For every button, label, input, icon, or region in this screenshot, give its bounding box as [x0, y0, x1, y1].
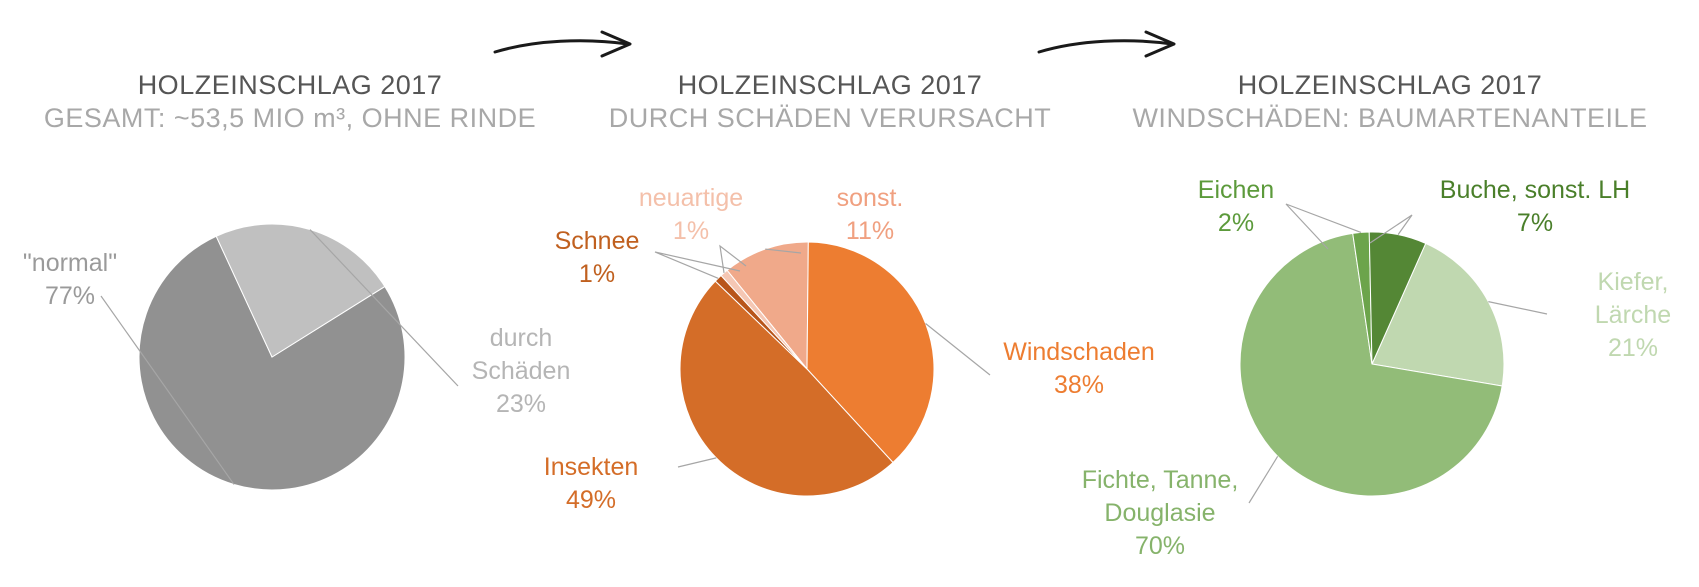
- slice-label: neuartige 1%: [639, 182, 743, 248]
- leader-line: [677, 457, 717, 468]
- leader-line: [309, 229, 459, 387]
- slice-label: sonst. 11%: [837, 182, 904, 248]
- slice-value: 2%: [1217, 209, 1255, 237]
- pie-slice: [1371, 242, 1505, 387]
- slice-value: 38%: [1053, 371, 1105, 399]
- slice-name: Kiefer,: [1597, 268, 1669, 296]
- arrow-right-icon: [1037, 30, 1176, 58]
- slice-value: 23%: [495, 390, 547, 418]
- slice-value: 49%: [565, 486, 617, 514]
- leader-line: [765, 248, 802, 254]
- slice-label: Kiefer, Lärche 21%: [1595, 266, 1671, 365]
- slice-value: 1%: [672, 217, 710, 245]
- slice-name: Buche, sonst. LH: [1439, 176, 1631, 204]
- leader-line: [100, 295, 235, 485]
- leader-line: [925, 323, 991, 376]
- pie-slice: [1239, 232, 1503, 497]
- leader-line: [1285, 203, 1362, 250]
- slice-value: 77%: [44, 282, 96, 310]
- slice-name: "normal": [22, 249, 118, 277]
- leader-line: [719, 244, 747, 273]
- leader-line: [654, 251, 741, 279]
- leader-line: [1369, 214, 1413, 244]
- slice-value: 11%: [845, 217, 895, 245]
- slice-name: Schäden: [471, 357, 571, 385]
- leader-line: [1248, 456, 1279, 504]
- leader-line: [1488, 301, 1548, 315]
- slice-name: Eichen: [1197, 176, 1275, 204]
- slice-label: Windschaden 38%: [1003, 336, 1154, 402]
- slice-label: "normal" 77%: [23, 247, 117, 313]
- slice-name: durch: [489, 324, 553, 352]
- slice-name: Windschaden: [1003, 338, 1155, 366]
- chart-title: HOLZEINSCHLAG 2017: [1237, 70, 1543, 100]
- chart-title: HOLZEINSCHLAG 2017: [137, 70, 443, 100]
- slice-name: neuartige: [638, 184, 744, 212]
- chart-subtitle: GESAMT: ~53,5 MIO m³, OHNE RINDE: [43, 103, 537, 133]
- slice-value: 1%: [578, 260, 616, 288]
- pie-slice: [806, 241, 935, 464]
- slice-value: 70%: [1134, 532, 1186, 560]
- pie-slice: [679, 280, 894, 497]
- slice-name: Douglasie: [1104, 499, 1216, 527]
- slice-name: sonst.: [836, 184, 904, 212]
- slice-value: 21%: [1607, 334, 1659, 362]
- slice-label: Schnee 1%: [555, 225, 640, 291]
- slice-value: 7%: [1516, 209, 1554, 237]
- chart-subtitle: WINDSCHÄDEN: BAUMARTENANTEILE: [1132, 103, 1648, 133]
- chart-title: HOLZEINSCHLAG 2017: [677, 70, 983, 100]
- slice-label: Fichte, Tanne, Douglasie 70%: [1082, 464, 1239, 563]
- slice-name: Schnee: [554, 227, 640, 255]
- pie-panel-damage: HOLZEINSCHLAG 2017 DURCH SCHÄDEN VERURSA…: [540, 0, 1120, 587]
- slice-label: durch Schäden 23%: [472, 322, 571, 421]
- arrow-right-icon: [493, 30, 632, 58]
- slice-name: Insekten: [543, 453, 639, 481]
- slice-name: Lärche: [1594, 301, 1672, 329]
- pie-panel-wind: HOLZEINSCHLAG 2017 WINDSCHÄDEN: BAUMARTE…: [1090, 0, 1690, 587]
- pie-panel-total: HOLZEINSCHLAG 2017 GESAMT: ~53,5 MIO m³,…: [0, 0, 580, 587]
- pie-slice: [1368, 231, 1427, 365]
- slice-label: Eichen 2%: [1198, 174, 1274, 240]
- slice-label: Buche, sonst. LH 7%: [1440, 174, 1630, 240]
- chart-subtitle: DURCH SCHÄDEN VERURSACHT: [608, 103, 1052, 133]
- slice-label: Insekten 49%: [544, 451, 639, 517]
- slice-name: Fichte, Tanne,: [1081, 466, 1239, 494]
